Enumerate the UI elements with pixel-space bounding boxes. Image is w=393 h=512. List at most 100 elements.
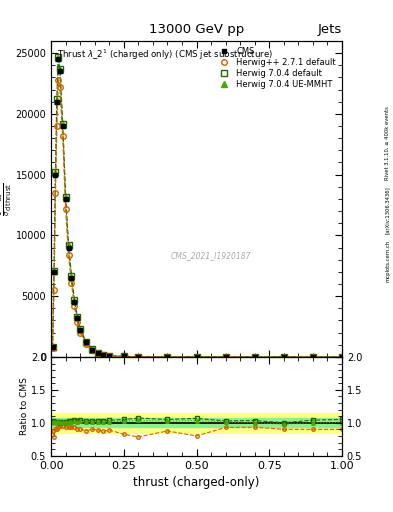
- Text: Rivet 3.1.10, ≥ 400k events: Rivet 3.1.10, ≥ 400k events: [385, 106, 390, 180]
- Text: Thrust $\lambda\_2^1$ (charged only) (CMS jet substructure): Thrust $\lambda\_2^1$ (charged only) (CM…: [57, 47, 273, 61]
- Herwig 7.0.4 UE-MMHT: [90, 347, 94, 353]
- Herwig 7.0.4 default: [90, 346, 94, 352]
- Herwig 7.0.4 default: [66, 242, 71, 248]
- Herwig 7.0.4 UE-MMHT: [72, 298, 77, 304]
- Herwig++ 2.7.1 default: [66, 252, 71, 258]
- CMS: [63, 196, 68, 202]
- Legend: CMS, Herwig++ 2.7.1 default, Herwig 7.0.4 default, Herwig 7.0.4 UE-MMHT: CMS, Herwig++ 2.7.1 default, Herwig 7.0.…: [213, 45, 338, 91]
- Herwig 7.0.4 default: [61, 120, 65, 126]
- Y-axis label: $\frac{1}{\sigma}\frac{\mathrm{d}\sigma}{\mathrm{d}\,\mathrm{thrust}}$: $\frac{1}{\sigma}\frac{\mathrm{d}\sigma}…: [0, 182, 14, 216]
- Herwig 7.0.4 UE-MMHT: [310, 354, 315, 360]
- Herwig++ 2.7.1 default: [90, 347, 94, 353]
- Herwig++ 2.7.1 default: [121, 353, 126, 359]
- Herwig++ 2.7.1 default: [51, 287, 56, 293]
- Herwig++ 2.7.1 default: [50, 346, 55, 352]
- Herwig++ 2.7.1 default: [55, 123, 59, 129]
- Herwig++ 2.7.1 default: [252, 354, 257, 360]
- Herwig 7.0.4 default: [194, 354, 199, 360]
- Herwig++ 2.7.1 default: [223, 354, 228, 360]
- CMS: [69, 275, 74, 281]
- Herwig 7.0.4 default: [165, 354, 170, 360]
- CMS: [165, 354, 170, 360]
- Herwig++ 2.7.1 default: [69, 280, 74, 286]
- Herwig++ 2.7.1 default: [61, 133, 65, 139]
- Herwig 7.0.4 default: [78, 326, 83, 332]
- Herwig 7.0.4 UE-MMHT: [55, 97, 59, 103]
- Herwig 7.0.4 UE-MMHT: [194, 354, 199, 360]
- X-axis label: thrust (charged-only): thrust (charged-only): [133, 476, 260, 489]
- Herwig 7.0.4 default: [121, 353, 126, 359]
- Herwig++ 2.7.1 default: [194, 354, 199, 360]
- CMS: [90, 347, 94, 353]
- Herwig 7.0.4 UE-MMHT: [165, 354, 170, 360]
- CMS: [101, 352, 106, 358]
- CMS: [107, 353, 112, 359]
- CMS: [281, 354, 286, 360]
- Herwig++ 2.7.1 default: [56, 77, 61, 83]
- Herwig 7.0.4 UE-MMHT: [53, 170, 58, 177]
- Herwig 7.0.4 default: [56, 54, 61, 60]
- Herwig 7.0.4 default: [50, 344, 55, 350]
- CMS: [61, 123, 65, 129]
- Herwig 7.0.4 default: [310, 354, 315, 360]
- Herwig++ 2.7.1 default: [136, 354, 141, 360]
- Herwig++ 2.7.1 default: [165, 354, 170, 360]
- CMS: [194, 354, 199, 360]
- CMS: [223, 354, 228, 360]
- CMS: [252, 354, 257, 360]
- Herwig 7.0.4 default: [51, 268, 56, 274]
- Text: CMS_2021_I1920187: CMS_2021_I1920187: [171, 251, 251, 260]
- Herwig 7.0.4 default: [340, 354, 344, 360]
- Herwig 7.0.4 default: [69, 272, 74, 279]
- Herwig 7.0.4 UE-MMHT: [121, 353, 126, 359]
- Text: 13000 GeV pp: 13000 GeV pp: [149, 23, 244, 36]
- Herwig++ 2.7.1 default: [101, 352, 106, 358]
- CMS: [50, 344, 55, 350]
- Herwig 7.0.4 UE-MMHT: [66, 243, 71, 249]
- CMS: [56, 56, 61, 62]
- Herwig++ 2.7.1 default: [72, 303, 77, 309]
- Herwig 7.0.4 UE-MMHT: [252, 354, 257, 360]
- Herwig 7.0.4 UE-MMHT: [95, 350, 100, 356]
- Herwig++ 2.7.1 default: [75, 318, 80, 325]
- Herwig 7.0.4 default: [55, 96, 59, 102]
- Herwig 7.0.4 default: [107, 352, 112, 358]
- Herwig 7.0.4 UE-MMHT: [63, 195, 68, 201]
- Herwig++ 2.7.1 default: [78, 330, 83, 336]
- Herwig 7.0.4 UE-MMHT: [51, 268, 56, 274]
- Herwig++ 2.7.1 default: [281, 354, 286, 360]
- Herwig 7.0.4 UE-MMHT: [223, 354, 228, 360]
- CMS: [57, 68, 62, 74]
- Herwig++ 2.7.1 default: [340, 354, 344, 360]
- CMS: [53, 172, 58, 178]
- Line: Herwig 7.0.4 UE-MMHT: Herwig 7.0.4 UE-MMHT: [50, 55, 345, 360]
- Herwig 7.0.4 UE-MMHT: [50, 344, 55, 350]
- CMS: [121, 353, 126, 359]
- Herwig 7.0.4 UE-MMHT: [78, 327, 83, 333]
- Herwig 7.0.4 default: [75, 314, 80, 320]
- Text: Jets: Jets: [318, 23, 342, 36]
- Herwig 7.0.4 default: [53, 169, 58, 175]
- CMS: [95, 350, 100, 356]
- Herwig 7.0.4 default: [84, 339, 88, 345]
- Herwig++ 2.7.1 default: [84, 341, 88, 347]
- CMS: [340, 354, 344, 360]
- Herwig 7.0.4 UE-MMHT: [340, 354, 344, 360]
- Herwig 7.0.4 default: [63, 194, 68, 200]
- Text: mcplots.cern.ch: mcplots.cern.ch: [385, 240, 390, 282]
- CMS: [310, 354, 315, 360]
- Herwig 7.0.4 default: [95, 350, 100, 356]
- Y-axis label: Ratio to CMS: Ratio to CMS: [20, 377, 29, 435]
- Herwig 7.0.4 UE-MMHT: [75, 314, 80, 321]
- CMS: [55, 99, 59, 105]
- CMS: [78, 327, 83, 333]
- Herwig 7.0.4 UE-MMHT: [84, 339, 88, 345]
- Herwig++ 2.7.1 default: [107, 353, 112, 359]
- Herwig 7.0.4 UE-MMHT: [56, 55, 61, 61]
- Herwig 7.0.4 UE-MMHT: [281, 354, 286, 360]
- Herwig++ 2.7.1 default: [53, 190, 58, 196]
- Herwig 7.0.4 UE-MMHT: [57, 67, 62, 73]
- Herwig++ 2.7.1 default: [95, 350, 100, 356]
- CMS: [136, 354, 141, 360]
- Herwig 7.0.4 default: [223, 354, 228, 360]
